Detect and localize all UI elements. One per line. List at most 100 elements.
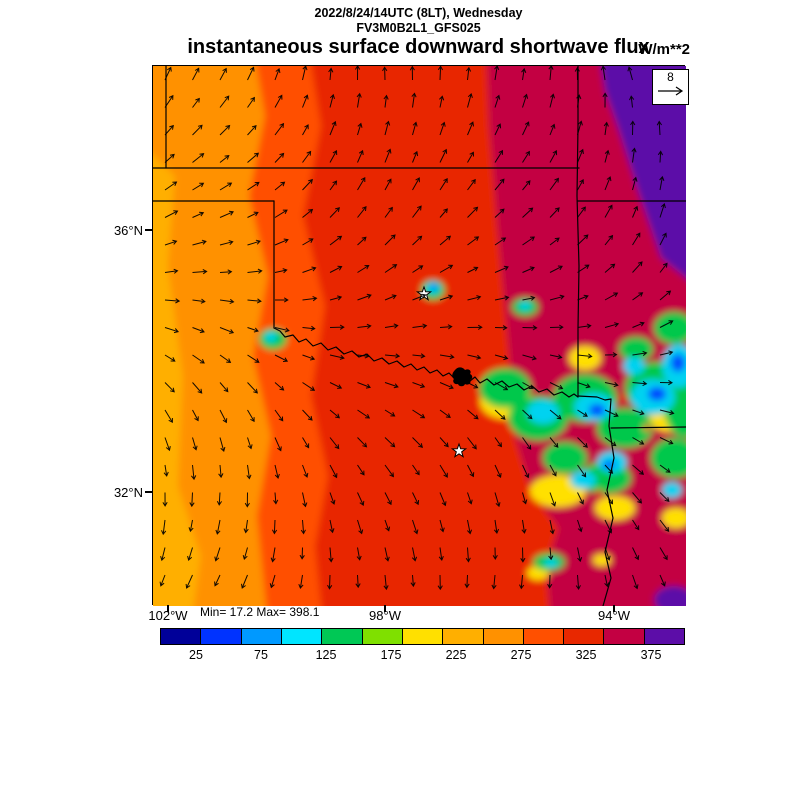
datetime-heading: 2022/8/24/14UTC (8LT), Wednesday (314, 6, 523, 20)
wind-arrow (439, 437, 449, 448)
wind-arrow (493, 519, 500, 534)
wind-arrow (522, 150, 530, 163)
wind-arrow (216, 492, 223, 506)
wind-arrow (604, 263, 616, 273)
wind-arrow (520, 547, 526, 563)
wind-arrow (656, 120, 663, 136)
wind-arrow (577, 547, 583, 563)
wind-arrow (219, 437, 226, 453)
wind-arrow (439, 464, 448, 478)
wind-arrow (549, 93, 555, 108)
colorbar-segment (563, 629, 604, 644)
lon-tick-102w (167, 605, 169, 612)
wind-arrow (632, 350, 648, 356)
wind-arrow (604, 176, 612, 191)
wind-arrow (659, 492, 670, 502)
wind-arrow (494, 382, 509, 391)
wind-arrow (192, 152, 205, 163)
cloud-field-specks (595, 394, 686, 606)
wind-arrow (467, 492, 473, 505)
wind-arrow (522, 236, 535, 246)
wind-arrow (412, 177, 420, 191)
wind-arrow (192, 298, 206, 304)
wind-arrow (274, 327, 290, 333)
wind-arrow (329, 437, 340, 450)
wind-arrow (192, 382, 203, 394)
wind-arrow (577, 437, 588, 448)
wind-arrow (467, 354, 482, 360)
colorbar-segment (280, 629, 322, 644)
wind-arrow (247, 211, 259, 218)
flux-field (153, 66, 686, 606)
wind-arrow (522, 382, 534, 389)
wind-arrow (439, 354, 455, 360)
wind-arrow (412, 235, 423, 246)
wind-arrow (384, 547, 390, 562)
wind-arrow (600, 66, 606, 81)
wind-arrow (354, 66, 361, 81)
wind-arrow (329, 354, 345, 360)
wind-arrow (247, 298, 262, 304)
wind-arrow (384, 464, 394, 478)
wind-arrow (604, 234, 614, 246)
wind-arrow (577, 464, 587, 478)
wind-arrow (627, 66, 633, 81)
wind-arrow (300, 519, 306, 535)
colorbar-tick-label: 225 (445, 648, 467, 662)
wind-arrow (164, 409, 173, 424)
wind-arrow (218, 464, 224, 479)
wind-arrow (302, 150, 312, 163)
colorbar-segment (161, 629, 201, 644)
lat-tick-36n (145, 229, 152, 231)
wind-arrow (185, 574, 193, 589)
wind-arrow (274, 382, 285, 391)
wind-arrow (191, 464, 197, 481)
wind-arrow (327, 574, 333, 590)
wind-arrow (270, 547, 276, 563)
wind-arrow (467, 121, 474, 136)
wind-arrow (329, 207, 340, 218)
wind-arrow (492, 547, 498, 560)
wind-arrow (549, 409, 562, 420)
lake-texoma (452, 367, 473, 387)
wind-arrow (467, 236, 480, 246)
wind-arrow (574, 66, 580, 81)
wind-arrow (215, 519, 221, 535)
wind-arrow (384, 409, 396, 417)
wind-arrow (467, 151, 474, 163)
wind-arrow (164, 124, 174, 136)
wind-arrow (302, 94, 309, 108)
wind-reference-value: 8 (667, 70, 674, 84)
lon-label-98w: 98°W (369, 608, 401, 623)
wind-arrow (519, 574, 525, 590)
border-red-river (273, 327, 579, 398)
wind-arrow (439, 121, 446, 136)
wind-arrow (604, 382, 619, 388)
wind-reference-arrow-icon (658, 86, 684, 96)
wind-arrow (549, 207, 560, 218)
wind-arrow (298, 574, 304, 590)
cloud-field-blue (431, 284, 685, 469)
wind-arrow (192, 354, 205, 364)
wind-arrow (659, 290, 672, 301)
wind-arrow (465, 547, 471, 563)
wind-arrow (439, 148, 448, 163)
wind-arrow (302, 208, 314, 218)
wind-arrow (412, 382, 426, 389)
wind-arrow (247, 181, 260, 191)
wind-arrow (659, 464, 671, 473)
wind-arrow (549, 382, 564, 390)
wind-arrow (439, 177, 448, 191)
wind-arrow (467, 409, 479, 420)
wind-arrow (438, 547, 444, 561)
wind-arrow (659, 547, 668, 561)
wind-arrow (632, 176, 638, 191)
flux-map-canvas (153, 66, 686, 606)
wind-arrow (494, 295, 510, 301)
wind-arrow (494, 437, 502, 448)
lat-label-36n: 36°N (113, 223, 143, 238)
wind-arrow (302, 325, 316, 331)
wind-arrow (522, 207, 534, 218)
wind-arrow (659, 262, 668, 273)
